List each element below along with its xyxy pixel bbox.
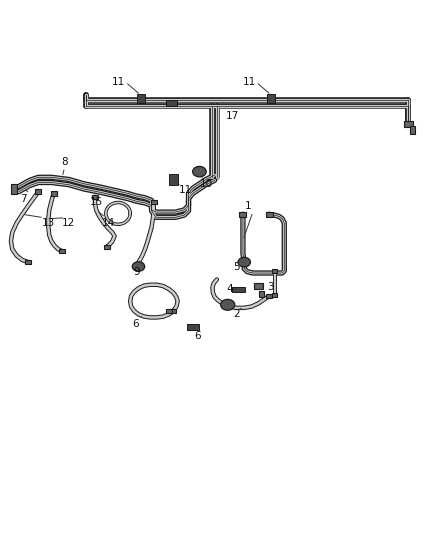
Bar (403, 121, 413, 127)
Bar (170, 309, 177, 313)
Bar (104, 245, 110, 249)
Text: 2: 2 (233, 309, 240, 319)
Bar (259, 292, 264, 296)
Text: 11: 11 (179, 185, 192, 195)
Text: 6: 6 (132, 319, 139, 329)
Text: 12: 12 (62, 218, 75, 228)
Text: 7: 7 (20, 194, 26, 204)
Ellipse shape (132, 262, 145, 271)
Text: 8: 8 (61, 157, 68, 167)
Bar (166, 100, 177, 107)
Ellipse shape (238, 257, 251, 267)
Text: 9: 9 (133, 266, 140, 277)
Text: 10: 10 (199, 179, 212, 189)
Bar (169, 174, 178, 185)
Bar (59, 249, 65, 254)
Text: 3: 3 (267, 282, 274, 293)
Bar (166, 309, 172, 313)
Text: 4: 4 (226, 284, 233, 294)
Bar (267, 94, 275, 103)
Text: 14: 14 (101, 218, 115, 228)
Text: 15: 15 (90, 197, 103, 207)
Text: 6: 6 (194, 331, 201, 341)
Bar (265, 212, 272, 217)
Bar (266, 294, 272, 298)
Text: 11: 11 (112, 77, 126, 87)
Ellipse shape (221, 300, 235, 310)
Text: 5: 5 (233, 262, 240, 271)
Bar (187, 325, 198, 330)
Ellipse shape (193, 166, 206, 177)
Bar (272, 293, 277, 297)
Bar (410, 126, 415, 134)
Text: 11: 11 (243, 77, 256, 87)
Bar (50, 191, 57, 196)
Bar (240, 212, 247, 217)
Text: 1: 1 (245, 201, 252, 212)
Text: 17: 17 (226, 111, 239, 122)
Bar (35, 189, 42, 194)
Bar (233, 287, 245, 292)
Bar (272, 269, 277, 273)
Bar (151, 200, 157, 204)
Bar (254, 283, 262, 289)
Bar (137, 94, 145, 103)
Bar (25, 260, 32, 264)
Text: 13: 13 (42, 218, 55, 228)
Bar (11, 184, 17, 194)
Bar (92, 195, 98, 199)
